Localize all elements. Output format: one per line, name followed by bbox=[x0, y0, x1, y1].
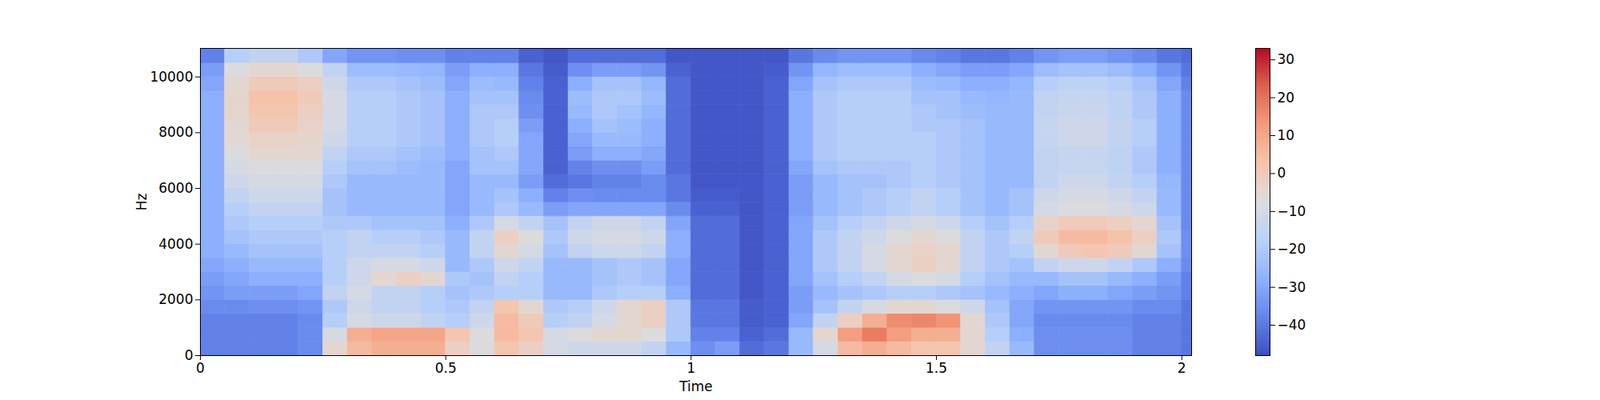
svg-text:8000: 8000 bbox=[158, 124, 193, 140]
svg-text:30: 30 bbox=[1277, 51, 1296, 68]
svg-text:0.5: 0.5 bbox=[435, 360, 457, 376]
svg-text:2000: 2000 bbox=[158, 291, 193, 308]
svg-text:−30: −30 bbox=[1277, 279, 1307, 296]
svg-text:−10: −10 bbox=[1277, 203, 1307, 220]
svg-text:0: 0 bbox=[196, 360, 205, 376]
svg-text:2: 2 bbox=[1177, 360, 1187, 376]
svg-text:0: 0 bbox=[184, 347, 194, 364]
svg-text:6000: 6000 bbox=[158, 180, 193, 196]
svg-text:Time: Time bbox=[678, 378, 713, 395]
svg-text:−20: −20 bbox=[1277, 240, 1307, 257]
svg-text:4000: 4000 bbox=[158, 236, 193, 252]
svg-text:1.5: 1.5 bbox=[925, 360, 948, 376]
svg-text:1: 1 bbox=[686, 360, 696, 376]
svg-text:0: 0 bbox=[1277, 164, 1287, 181]
svg-text:10: 10 bbox=[1277, 127, 1296, 144]
svg-text:10000: 10000 bbox=[149, 68, 193, 85]
svg-text:20: 20 bbox=[1277, 89, 1296, 106]
svg-text:Hz: Hz bbox=[133, 193, 150, 212]
svg-text:−40: −40 bbox=[1277, 316, 1307, 333]
